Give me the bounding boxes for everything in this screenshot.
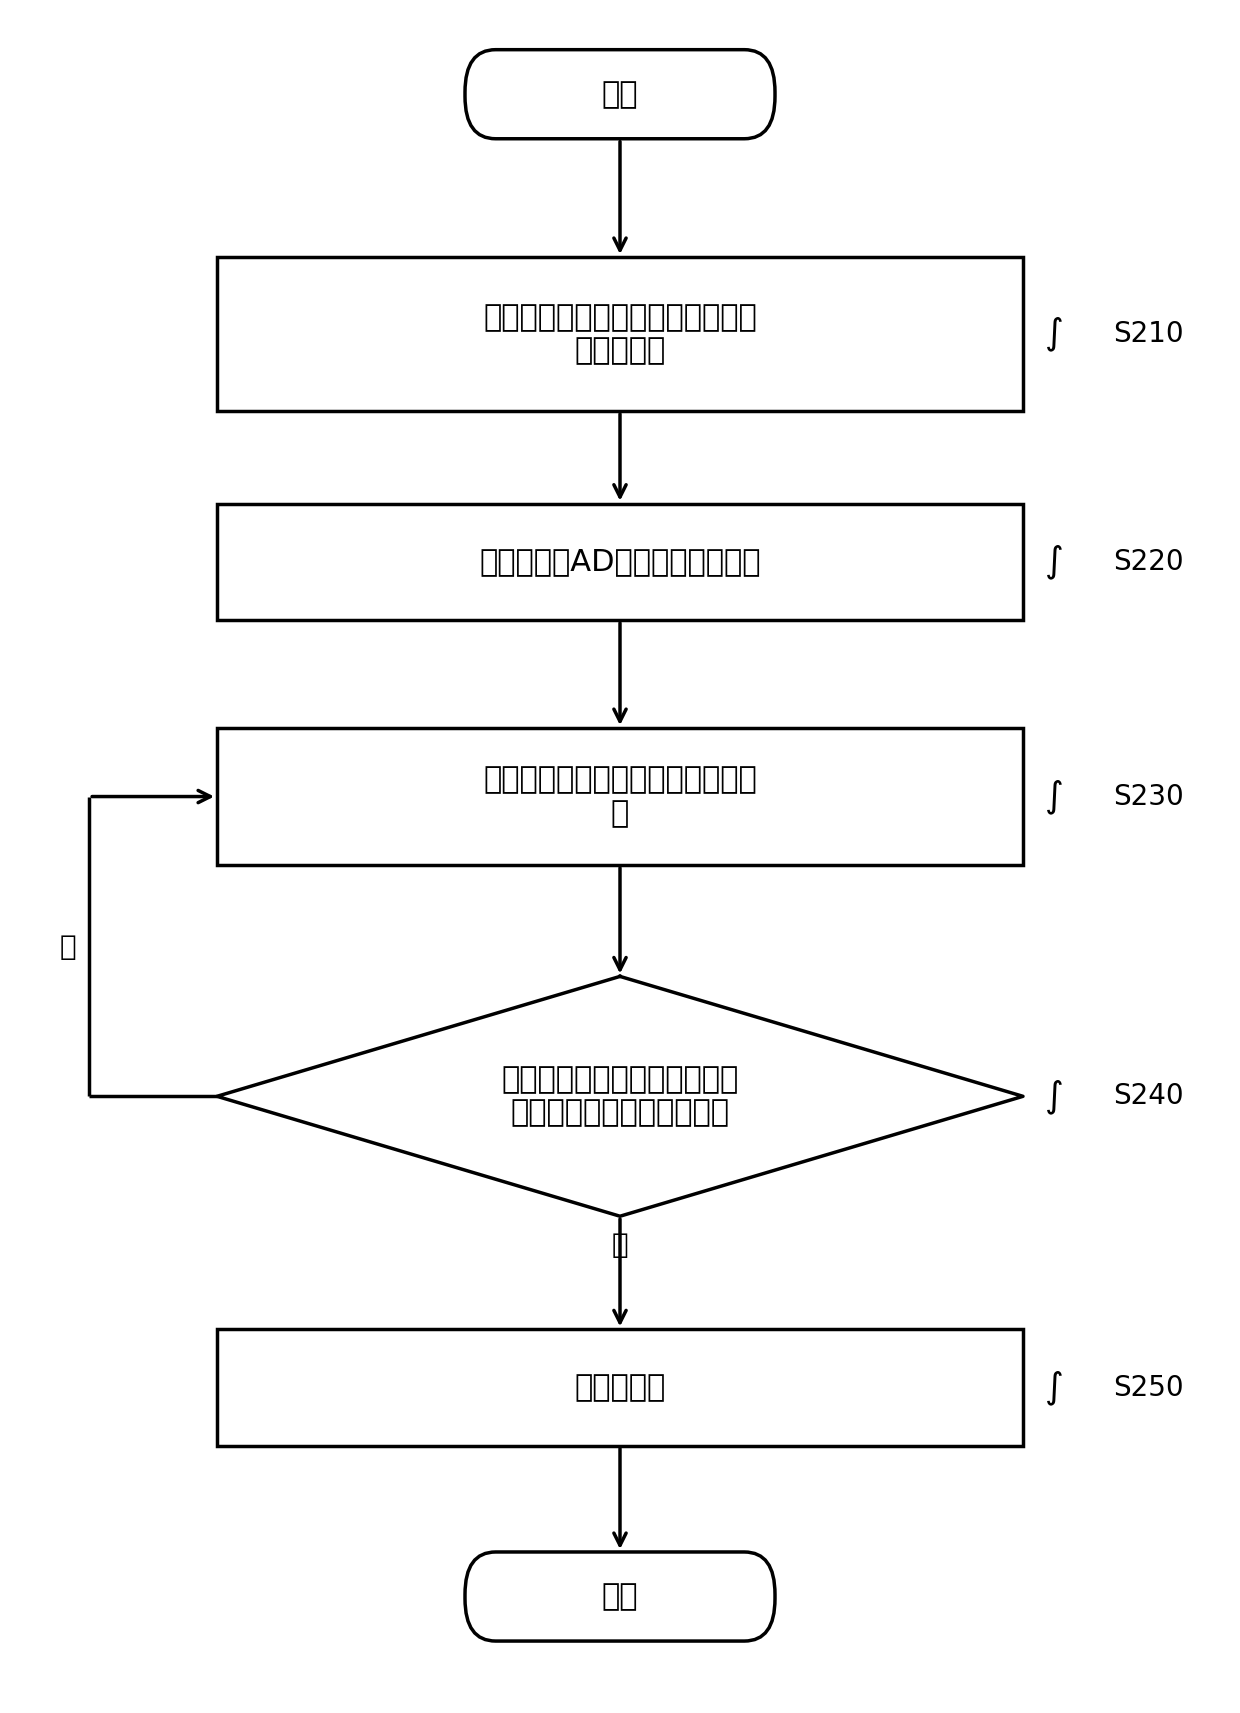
Text: S250: S250 <box>1114 1374 1184 1401</box>
Bar <box>217 1329 1023 1446</box>
Bar <box>217 257 1023 411</box>
Text: S240: S240 <box>1114 1083 1184 1110</box>
Text: 对数字电位器的当前值进行数值调
整: 对数字电位器的当前值进行数值调 整 <box>484 766 756 827</box>
FancyBboxPatch shape <box>465 50 775 139</box>
Text: S210: S210 <box>1114 320 1184 348</box>
Polygon shape <box>217 976 1023 1216</box>
FancyBboxPatch shape <box>465 1552 775 1641</box>
Text: S230: S230 <box>1114 783 1184 810</box>
Text: ∫: ∫ <box>1045 545 1064 579</box>
Text: 结束: 结束 <box>601 1583 639 1610</box>
Text: 判断地磁传感器采集的地磁感
强度数据是否在正常范围内: 判断地磁传感器采集的地磁感 强度数据是否在正常范围内 <box>501 1065 739 1127</box>
Text: 设置模数（AD）采样口输入使能: 设置模数（AD）采样口输入使能 <box>479 548 761 576</box>
Text: ∫: ∫ <box>1045 779 1064 814</box>
Text: 保存当前値: 保存当前値 <box>574 1374 666 1401</box>
Text: ∫: ∫ <box>1045 317 1064 351</box>
Bar <box>217 728 1023 865</box>
Text: S220: S220 <box>1114 548 1184 576</box>
Bar <box>217 504 1023 620</box>
Text: ∫: ∫ <box>1045 1079 1064 1113</box>
Text: 否: 否 <box>60 934 77 961</box>
Text: 开始: 开始 <box>601 81 639 108</box>
Text: 打开数字电位器，将数字电位器初
始值设为零: 打开数字电位器，将数字电位器初 始值设为零 <box>484 303 756 365</box>
Text: ∫: ∫ <box>1045 1370 1064 1405</box>
Text: 是: 是 <box>611 1232 629 1259</box>
